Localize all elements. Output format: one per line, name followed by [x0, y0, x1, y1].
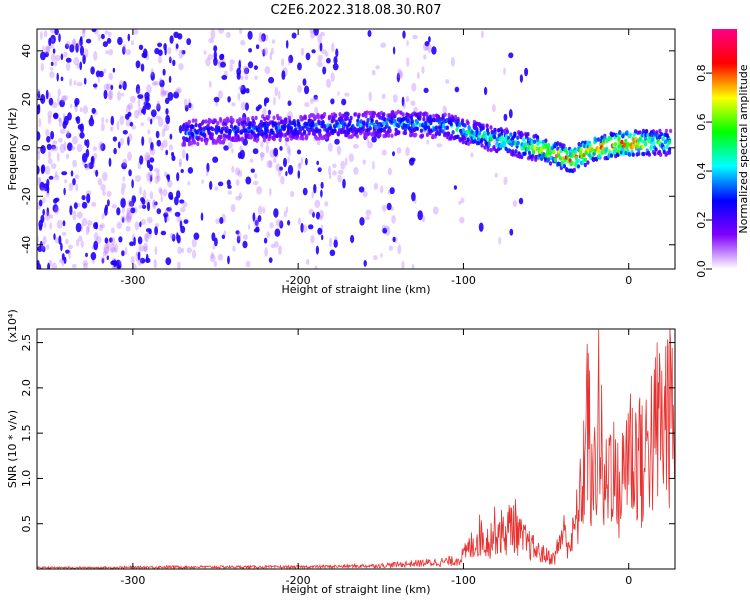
colorbar-ticks: 0.0 0.2 0.4 0.6 0.8	[695, 64, 712, 278]
snr-x-ticks: -300 -200 -100 0	[120, 329, 632, 587]
spectrogram-y-tick-label: 0	[20, 144, 33, 151]
snr-x-axis-label: Height of straight line (km)	[281, 583, 430, 596]
snr-y-ticks: 0.5 1.0 1.5 2.0 2.5	[20, 334, 675, 533]
snr-frame	[36, 328, 676, 570]
colorbar-tick-label: 0.8	[695, 64, 708, 82]
snr-y-multiplier: (x10⁴)	[6, 309, 19, 343]
snr-series-line	[36, 328, 675, 570]
spectrogram-frame	[36, 28, 676, 270]
snr-y-tick-label: 0.5	[20, 515, 33, 533]
spectrogram-y-tick-label: -40	[20, 236, 33, 254]
snr-y-tick-label: 1.5	[20, 424, 33, 442]
spectrogram-x-axis-label: Height of straight line (km)	[281, 283, 430, 296]
spectrogram-y-tick-label: 20	[20, 92, 33, 106]
spectrogram-x-tick-label: -300	[120, 274, 145, 287]
figure-title: C2E6.2022.318.08.30.R07	[270, 3, 441, 18]
spectrogram-y-axis-label: Frequency (Hz)	[6, 108, 19, 191]
colorbar-tick-label: 0.6	[695, 113, 708, 130]
spectrogram-y-ticks: -40 -20 0 20 40	[20, 44, 675, 254]
colorbar-label: Normalized spectral amplitude	[737, 64, 750, 233]
snr-panel: -300 -200 -100 0 0.5 1.0 1.5 2.0 2.5 Height of …	[6, 309, 676, 596]
spectrogram-blobs	[37, 29, 673, 269]
colorbar-tick-label: 0.2	[695, 211, 708, 229]
spectrogram-x-ticks: -300 -200 -100 0	[120, 29, 632, 287]
spectrogram-y-tick-label: 40	[20, 44, 33, 58]
spectrogram-marks	[37, 29, 673, 269]
colorbar: 0.0 0.2 0.4 0.6 0.8 Normalized spectral ampl…	[695, 29, 750, 278]
colorbar-tick-label: 0.0	[695, 260, 708, 278]
spectrogram-x-tick-label: -100	[451, 274, 476, 287]
spectrogram-x-tick-label: -200	[286, 274, 311, 287]
spectrogram-x-tick-label: 0	[625, 274, 632, 287]
colorbar-tick-label: 0.4	[695, 162, 708, 180]
snr-x-tick-label: 0	[625, 574, 632, 587]
snr-x-tick-label: -100	[451, 574, 476, 587]
snr-y-tick-label: 2.0	[20, 379, 33, 397]
spectrogram-y-tick-label: -20	[20, 187, 33, 205]
snr-y-axis-label: SNR (10 * v/v)	[6, 410, 19, 488]
snr-x-tick-label: -300	[120, 574, 145, 587]
snr-y-tick-label: 2.5	[20, 334, 33, 352]
colorbar-gradient	[712, 29, 737, 269]
snr-x-tick-label: -200	[286, 574, 311, 587]
snr-y-tick-label: 1.0	[20, 470, 33, 488]
